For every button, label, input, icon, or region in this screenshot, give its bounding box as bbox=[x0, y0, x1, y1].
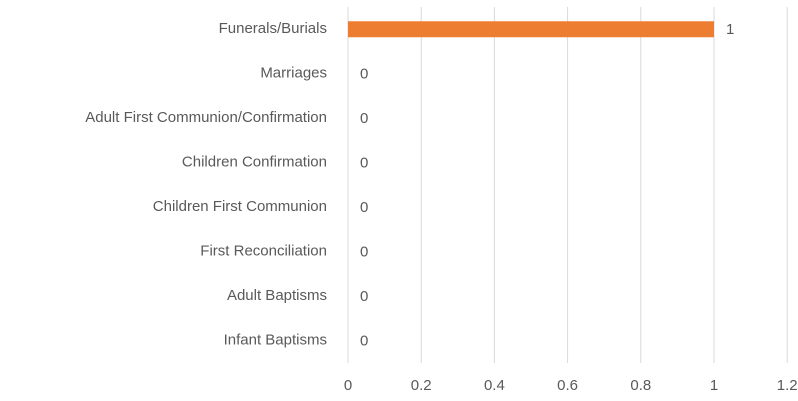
x-tick-label: 0.2 bbox=[411, 377, 432, 394]
x-tick-label: 1.2 bbox=[777, 377, 798, 394]
x-tick-label: 0 bbox=[344, 377, 352, 394]
data-label: 0 bbox=[360, 199, 368, 216]
y-tick-label: Children First Communion bbox=[153, 198, 327, 215]
data-label: 0 bbox=[360, 288, 368, 305]
bar bbox=[348, 21, 714, 38]
x-tick-label: 0.6 bbox=[557, 377, 578, 394]
y-tick-label: Infant Baptisms bbox=[224, 332, 327, 349]
data-label: 0 bbox=[360, 333, 368, 350]
data-label: 0 bbox=[360, 110, 368, 127]
y-tick-label: Funerals/Burials bbox=[219, 20, 327, 37]
x-tick-label: 0.4 bbox=[484, 377, 505, 394]
data-label: 0 bbox=[360, 244, 368, 261]
x-tick-label: 0.8 bbox=[630, 377, 651, 394]
x-tick-label: 1 bbox=[710, 377, 718, 394]
y-tick-label: Adult First Communion/Confirmation bbox=[85, 109, 327, 126]
y-tick-label: Marriages bbox=[260, 65, 327, 82]
y-tick-label: First Reconciliation bbox=[200, 243, 327, 260]
data-label: 0 bbox=[360, 66, 368, 83]
y-tick-label: Adult Baptisms bbox=[227, 287, 327, 304]
y-tick-label: Children Confirmation bbox=[182, 154, 327, 171]
data-label: 0 bbox=[360, 155, 368, 172]
data-label: 1 bbox=[726, 21, 734, 38]
